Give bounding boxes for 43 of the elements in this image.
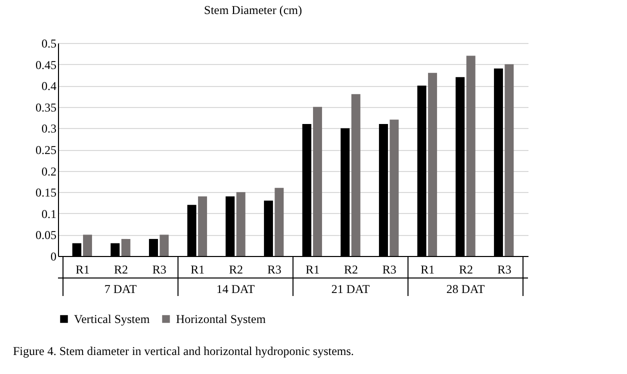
legend-label: Vertical System	[74, 312, 150, 326]
y-tick-label: 0.2	[42, 164, 56, 178]
text: 7 DAT	[104, 282, 138, 296]
y-tick-label: 0.05	[36, 228, 56, 242]
y-tick-label: 0.4	[42, 79, 56, 94]
bar	[428, 72, 438, 256]
x-tick-label: R3	[382, 262, 396, 276]
y-tick-label: 0.1	[42, 206, 56, 221]
y-tick-label: 0	[50, 250, 56, 264]
caption: Figure 4. Stem diameter in vertical and horizontal hydroponic systems.	[13, 344, 354, 358]
x-tick-label: R2	[458, 262, 474, 276]
x-tick-label: R2	[114, 262, 128, 276]
text: 21 DAT	[331, 282, 370, 296]
x-tick-label: R3	[267, 262, 282, 276]
x-tick-label: R3	[152, 262, 166, 276]
x-tick-label: R1	[76, 262, 90, 276]
x-tick-label: R1	[420, 262, 435, 276]
bar	[83, 234, 92, 256]
y-tick-label: 0.5	[42, 36, 56, 50]
bar	[313, 106, 322, 256]
x-tick-label: R1	[190, 262, 205, 276]
bar	[121, 238, 130, 256]
chart-title: Stem Diameter (cm)	[204, 3, 302, 17]
bar	[160, 234, 169, 256]
y-tick-label: 0.35	[36, 100, 56, 114]
y-tick-label: 0.15	[36, 186, 56, 200]
legend-label: Horizontal System	[176, 312, 266, 326]
x-tick-label: R2	[228, 262, 244, 276]
x-tick-label: R2	[344, 262, 358, 276]
text: 28 DAT	[446, 282, 486, 296]
text: 14 DAT	[216, 282, 256, 296]
y-tick-label: 0.45	[36, 58, 56, 72]
x-tick-label: R3	[497, 262, 512, 276]
bar	[504, 64, 514, 256]
y-tick-label: 0.25	[36, 143, 56, 157]
y-tick-label: 0.3	[42, 122, 56, 136]
bar	[274, 188, 284, 256]
bar	[198, 196, 208, 256]
bar	[466, 56, 476, 256]
x-tick-label: R1	[306, 262, 320, 276]
bar	[390, 120, 399, 256]
bar	[236, 192, 246, 256]
bar	[351, 94, 360, 256]
